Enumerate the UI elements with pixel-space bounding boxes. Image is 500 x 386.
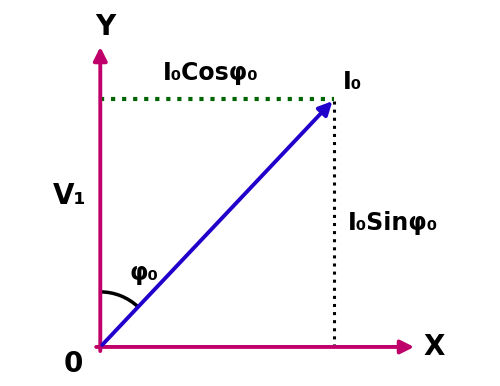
Text: 0: 0 (64, 350, 83, 378)
Text: Y: Y (96, 13, 116, 41)
Text: I₀: I₀ (343, 70, 362, 94)
Text: φ₀: φ₀ (130, 261, 158, 285)
Text: I₀Sinφ₀: I₀Sinφ₀ (348, 211, 438, 235)
Text: X: X (424, 333, 445, 361)
Text: V₁: V₁ (52, 181, 86, 210)
Text: I₀Cosφ₀: I₀Cosφ₀ (162, 61, 258, 85)
